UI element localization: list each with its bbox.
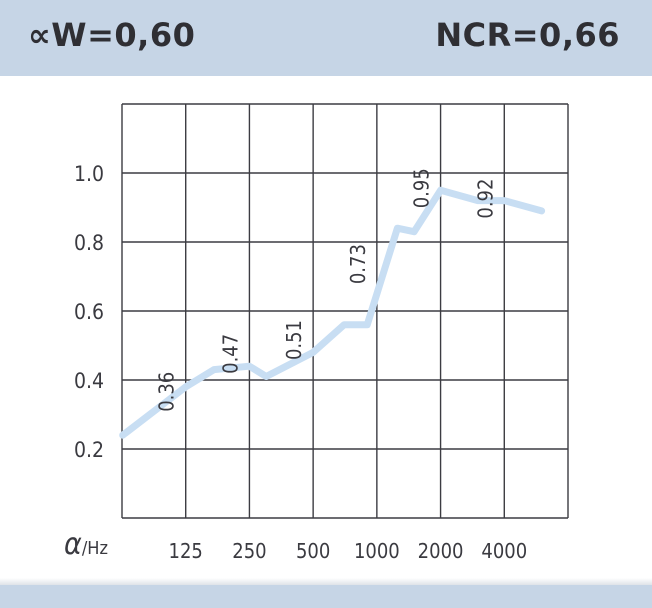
y-tick-label: 0.4 bbox=[74, 369, 104, 393]
header-band: ∝W=0,60 NCR=0,66 bbox=[0, 0, 652, 76]
footer-band bbox=[0, 585, 652, 608]
value-annotation: 0.51 bbox=[282, 320, 306, 360]
curve-layer bbox=[119, 186, 546, 439]
x-tick-label: 250 bbox=[232, 539, 266, 563]
y-tick-label: 0.6 bbox=[74, 300, 104, 324]
x-tick-label: 125 bbox=[169, 539, 203, 563]
value-annotation: 0.95 bbox=[410, 168, 434, 208]
y-tick-label: 1.0 bbox=[74, 162, 104, 186]
x-tick-label: 2000 bbox=[418, 539, 464, 563]
x-tick-label: 1000 bbox=[354, 539, 400, 563]
value-annotation: 0.92 bbox=[473, 179, 497, 219]
value-annotation: 0.73 bbox=[346, 244, 370, 284]
y-tick-label: 0.2 bbox=[74, 438, 104, 462]
footer-shadow bbox=[0, 578, 652, 585]
absorption-curve bbox=[119, 186, 546, 439]
x-tick-label: 4000 bbox=[481, 539, 527, 563]
x-tick-label: 500 bbox=[296, 539, 330, 563]
value-annotation: 0.47 bbox=[218, 334, 242, 374]
alpha-w-label: ∝W=0,60 bbox=[28, 16, 196, 54]
ncr-label: NCR=0,66 bbox=[435, 16, 620, 54]
label-layer: 0.2 0.4 0.6 0.8 1.0 125 250 500 1000 2000 4000 α/Hz… bbox=[64, 162, 527, 563]
x-axis-label: α/Hz bbox=[64, 527, 108, 562]
grid bbox=[121, 103, 569, 519]
value-annotation: 0.36 bbox=[155, 372, 179, 412]
y-tick-label: 0.8 bbox=[74, 231, 104, 255]
